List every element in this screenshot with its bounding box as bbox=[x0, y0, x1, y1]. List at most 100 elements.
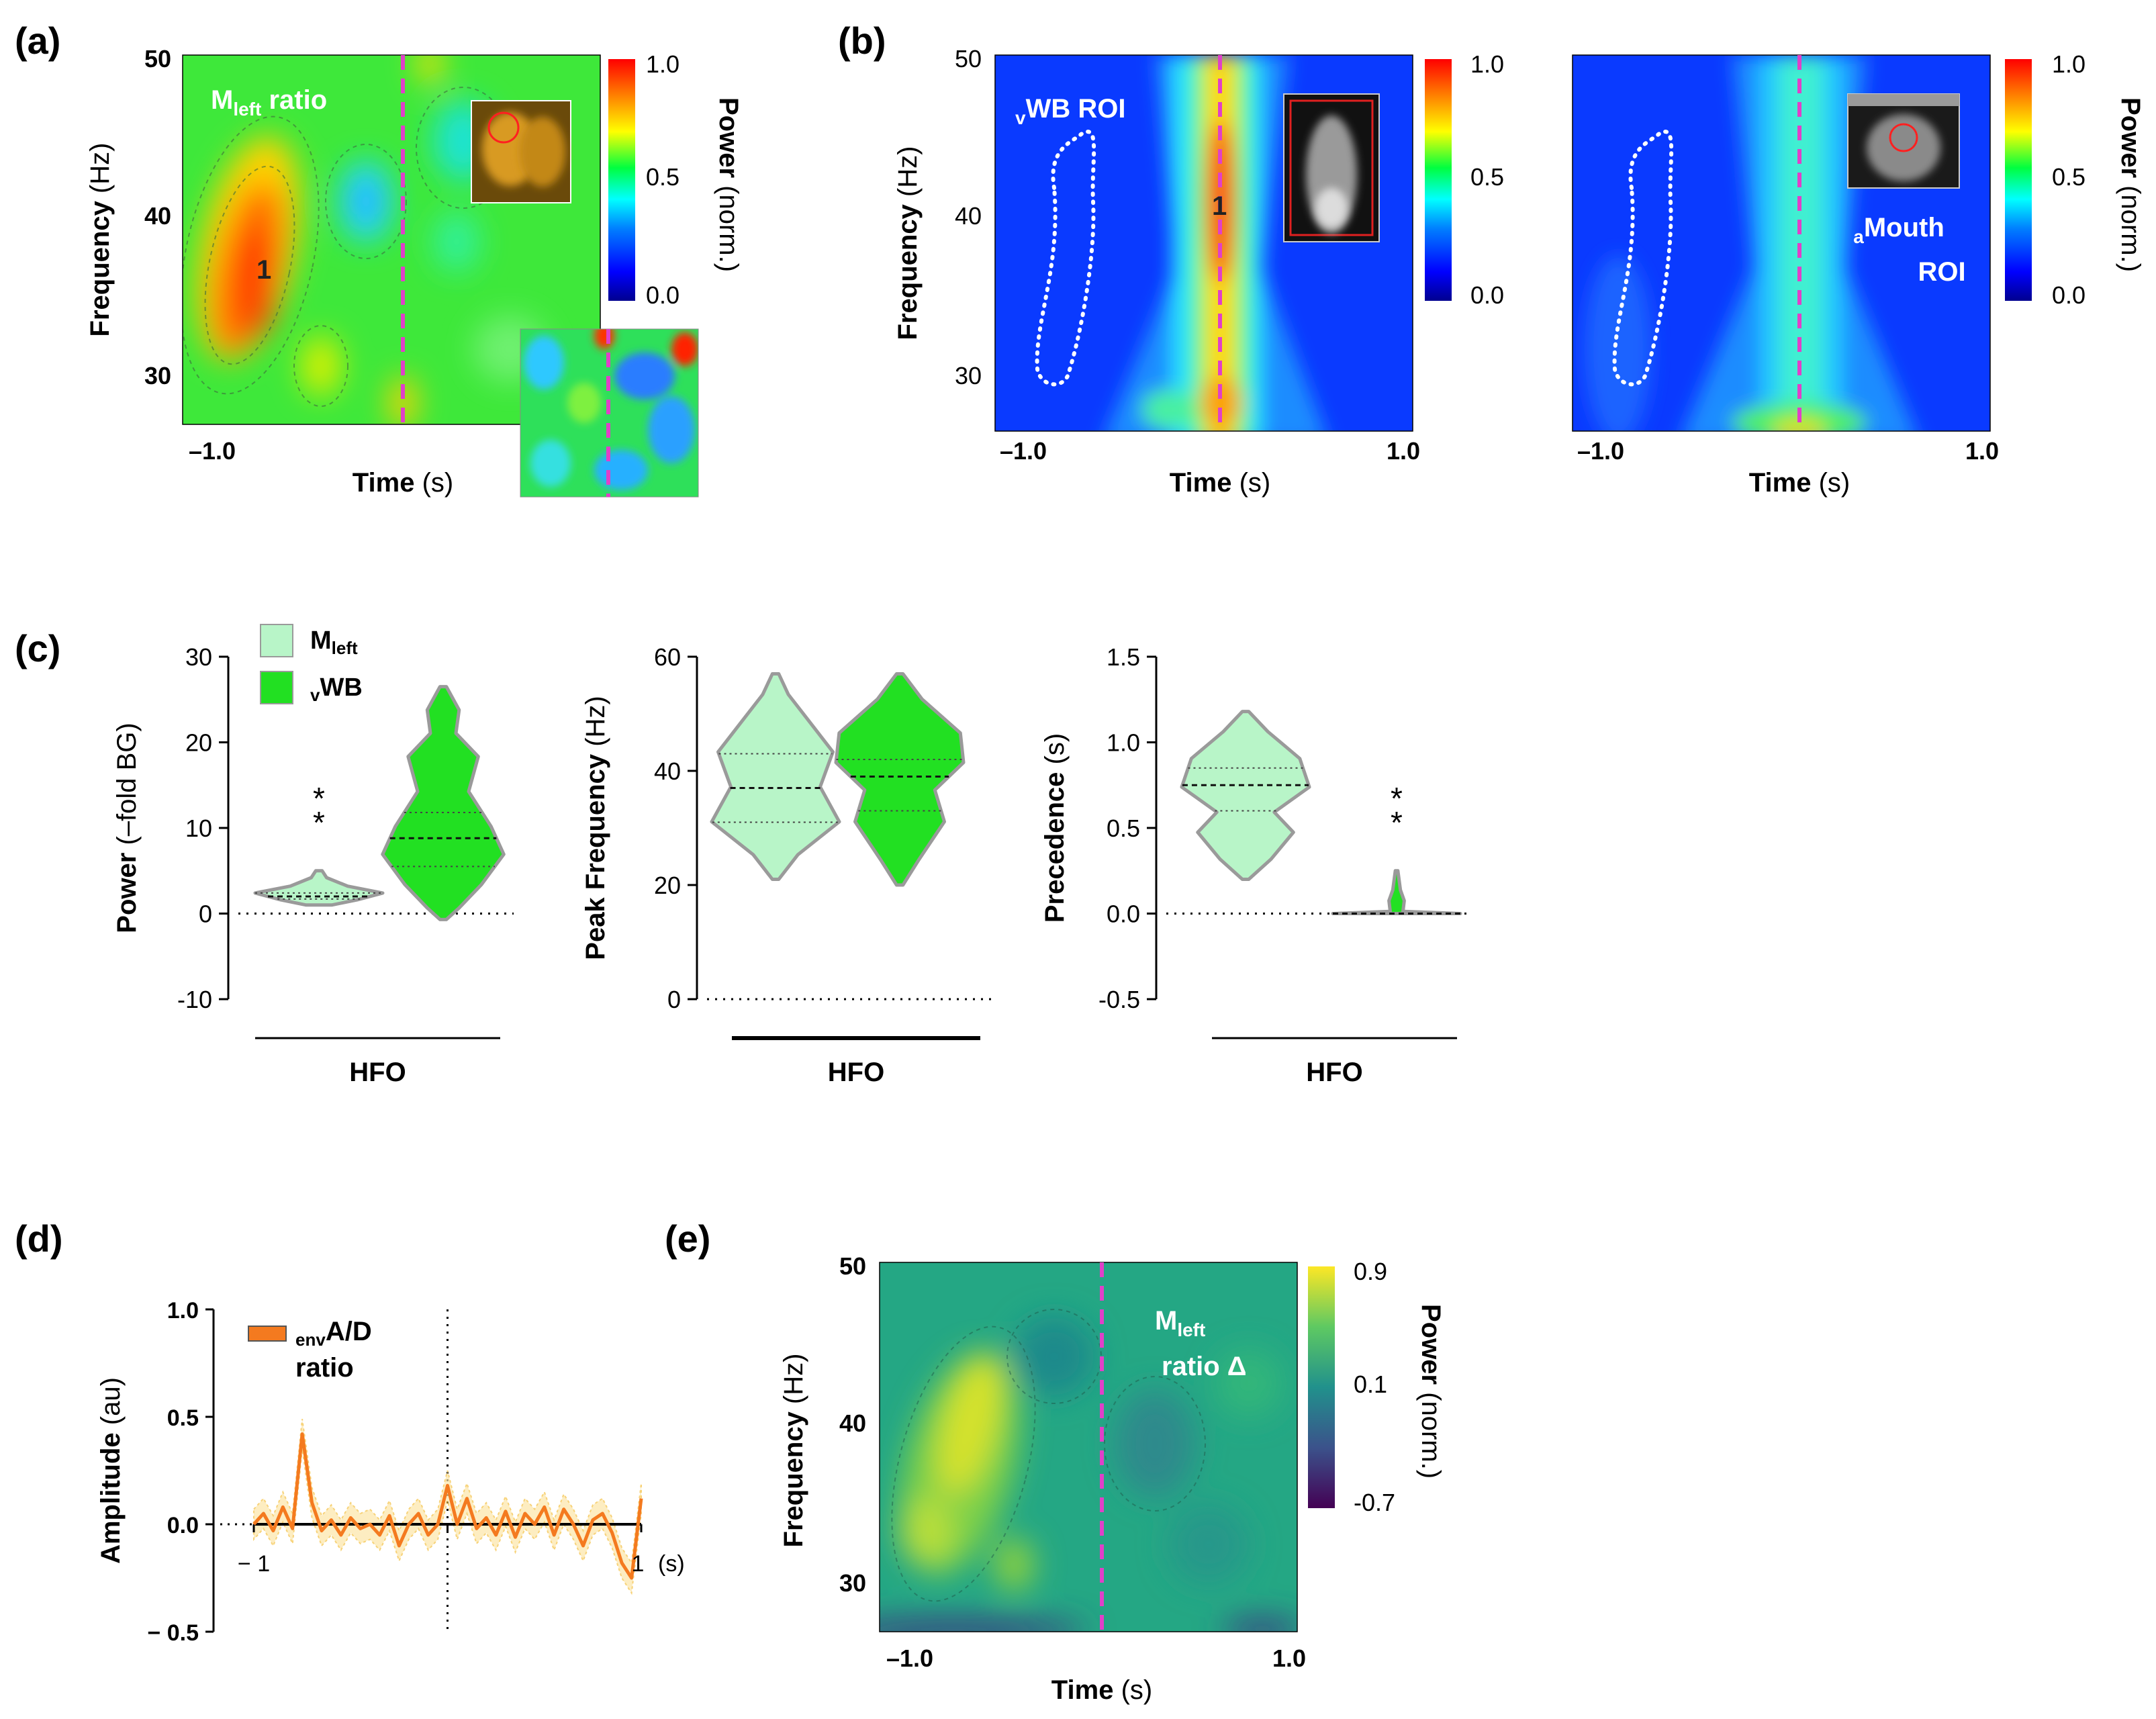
svg-text:Time (s): Time (s) bbox=[1170, 468, 1270, 498]
y-tick-label: 30 bbox=[185, 643, 212, 671]
svg-text:envA/D: envA/D bbox=[295, 1317, 372, 1350]
violin-vWB bbox=[381, 685, 506, 921]
violin-Mleft bbox=[710, 672, 841, 881]
x-unit-label: (s) bbox=[658, 1551, 685, 1577]
svg-text:Frequency (Hz): Frequency (Hz) bbox=[893, 146, 923, 340]
brain-image-inset bbox=[471, 100, 571, 203]
legend-label-vwb: vWB bbox=[310, 673, 363, 705]
panel-e-x-axis: –1.0 1.0 Time (s) bbox=[886, 1644, 1306, 1705]
svg-text:50: 50 bbox=[955, 45, 982, 73]
peak-label: 1 bbox=[1212, 191, 1227, 221]
svg-text:1.0: 1.0 bbox=[1387, 437, 1420, 465]
roi-outline bbox=[1612, 130, 1674, 387]
difference-heatmap-inset bbox=[520, 328, 699, 498]
group-label: HFO bbox=[349, 1058, 406, 1087]
panel-c-legend: Mleft vWB bbox=[260, 624, 363, 705]
svg-text:Power (norm.): Power (norm.) bbox=[1416, 1304, 1446, 1479]
panel-c-label: (c) bbox=[15, 627, 60, 669]
panel-a-label: (a) bbox=[15, 19, 60, 62]
peak-label: 1 bbox=[256, 255, 271, 285]
y-tick-label: -10 bbox=[177, 986, 212, 1013]
svg-text:Frequency (Hz): Frequency (Hz) bbox=[85, 143, 115, 337]
y-tick-label: 20 bbox=[185, 729, 212, 757]
panel-b-vwb-heatmap bbox=[994, 54, 1413, 432]
panel-b-mouth-title-line2: ROI bbox=[1918, 257, 1965, 287]
y-axis-label: Amplitude (au) bbox=[96, 1377, 126, 1564]
y-tick-label: − 0.5 bbox=[147, 1620, 199, 1646]
svg-text:Time (s): Time (s) bbox=[1051, 1675, 1152, 1705]
panel-e-colorbar: 0.9 0.1 -0.7 Power (norm.) bbox=[1308, 1258, 1446, 1516]
svg-text:30: 30 bbox=[955, 362, 982, 389]
svg-text:0.9: 0.9 bbox=[1354, 1258, 1387, 1285]
panel-a-colorbar: 1.0 0.5 0.0 Power (norm.) bbox=[608, 50, 743, 309]
significance-marker: * bbox=[1391, 781, 1403, 816]
y-tick-label: 1.0 bbox=[1107, 729, 1140, 757]
panel-b-mouth-title: aMouth bbox=[1853, 213, 1944, 247]
panel-d-legend: envA/D ratio bbox=[248, 1317, 372, 1383]
svg-text:-0.7: -0.7 bbox=[1354, 1489, 1395, 1516]
svg-text:–1.0: –1.0 bbox=[1577, 437, 1624, 465]
violin-chart-2: 60 40 20 0 Peak Frequency (Hz) HFO bbox=[581, 643, 994, 1087]
svg-text:30: 30 bbox=[839, 1569, 866, 1597]
roi-outline bbox=[1035, 130, 1096, 387]
violin-Mleft bbox=[253, 869, 385, 907]
y-tick-label: 0.5 bbox=[1107, 815, 1140, 842]
violin-vWB bbox=[834, 672, 966, 887]
panel-b-vwb-x-axis: –1.0 1.0 Time (s) bbox=[1000, 437, 1420, 498]
y-tick-label: 1.5 bbox=[1107, 643, 1140, 671]
whole-body-image-inset bbox=[1283, 93, 1380, 242]
mouth-image-inset bbox=[1847, 93, 1960, 189]
svg-text:Time (s): Time (s) bbox=[1749, 468, 1850, 498]
svg-text:1.0: 1.0 bbox=[646, 50, 679, 78]
svg-text:1.0: 1.0 bbox=[2052, 50, 2085, 78]
panel-a-title: Mleft ratio bbox=[211, 85, 327, 120]
y-tick-label: 0.0 bbox=[1107, 900, 1140, 928]
svg-text:40: 40 bbox=[955, 202, 982, 230]
svg-text:1.0: 1.0 bbox=[1272, 1644, 1306, 1672]
svg-text:30: 30 bbox=[144, 362, 171, 389]
panel-e-heatmap bbox=[879, 1262, 1298, 1632]
y-axis-label: Precedence (s) bbox=[1040, 733, 1070, 923]
svg-text:0.0: 0.0 bbox=[2052, 281, 2085, 309]
significance-marker: * bbox=[313, 781, 325, 816]
legend-swatch-vwb bbox=[260, 671, 293, 704]
panel-e-y-axis: 50 40 30 Frequency (Hz) bbox=[779, 1252, 866, 1597]
svg-text:50: 50 bbox=[839, 1252, 866, 1280]
panel-b-mouth-colorbar: 1.0 0.5 0.0 Power (norm.) bbox=[2005, 50, 2145, 309]
svg-text:Frequency (Hz): Frequency (Hz) bbox=[779, 1354, 808, 1548]
svg-text:–1.0: –1.0 bbox=[1000, 437, 1047, 465]
svg-text:–1.0: –1.0 bbox=[189, 437, 236, 465]
svg-text:0.1: 0.1 bbox=[1354, 1370, 1387, 1398]
y-tick-label: 0.0 bbox=[167, 1513, 199, 1538]
svg-text:0.0: 0.0 bbox=[646, 281, 679, 309]
svg-text:0.5: 0.5 bbox=[1470, 163, 1504, 191]
panel-e-title-line2: ratio Δ bbox=[1162, 1352, 1247, 1381]
violin-chart-3: 1.5 1.0 0.5 0.0 -0.5 Precedence (s) ** HFO bbox=[1040, 643, 1470, 1087]
panel-a-y-axis: 50 40 30 Frequency (Hz) bbox=[85, 45, 171, 389]
violin-chart-1: 30 20 10 0 -10 Power (–fold BG) ** HFO bbox=[112, 643, 514, 1087]
y-tick-label: 10 bbox=[185, 815, 212, 842]
panel-b-label: (b) bbox=[838, 19, 886, 62]
svg-text:0.5: 0.5 bbox=[2052, 163, 2085, 191]
y-tick-label: 20 bbox=[654, 872, 681, 899]
y-tick-label: 0.5 bbox=[167, 1405, 199, 1431]
svg-text:Power (norm.): Power (norm.) bbox=[2116, 97, 2145, 272]
svg-text:–1.0: –1.0 bbox=[886, 1644, 933, 1672]
y-axis-label: Power (–fold BG) bbox=[112, 723, 142, 933]
x-tick-label: 1 bbox=[632, 1551, 645, 1577]
panel-d-line-chart: 1.0 0.5 0.0 − 0.5 Amplitude (au) − 1 1 (s) bbox=[96, 1298, 685, 1646]
violin-vWB bbox=[1331, 869, 1462, 915]
significance-marker: * bbox=[313, 805, 325, 840]
panel-b-vwb-colorbar: 1.0 0.5 0.0 bbox=[1425, 50, 1504, 309]
y-tick-label: 1.0 bbox=[167, 1298, 199, 1323]
panel-e-title: Mleft bbox=[1155, 1306, 1205, 1340]
svg-text:40: 40 bbox=[144, 202, 171, 230]
svg-text:1.0: 1.0 bbox=[1965, 437, 1999, 465]
y-tick-label: 0 bbox=[199, 900, 212, 928]
significance-marker: * bbox=[1391, 805, 1403, 840]
panel-b-mouth-x-axis: –1.0 1.0 Time (s) bbox=[1577, 437, 1999, 498]
violin-Mleft bbox=[1180, 710, 1311, 881]
legend-label-mleft: Mleft bbox=[310, 626, 358, 658]
group-label: HFO bbox=[1306, 1058, 1362, 1087]
